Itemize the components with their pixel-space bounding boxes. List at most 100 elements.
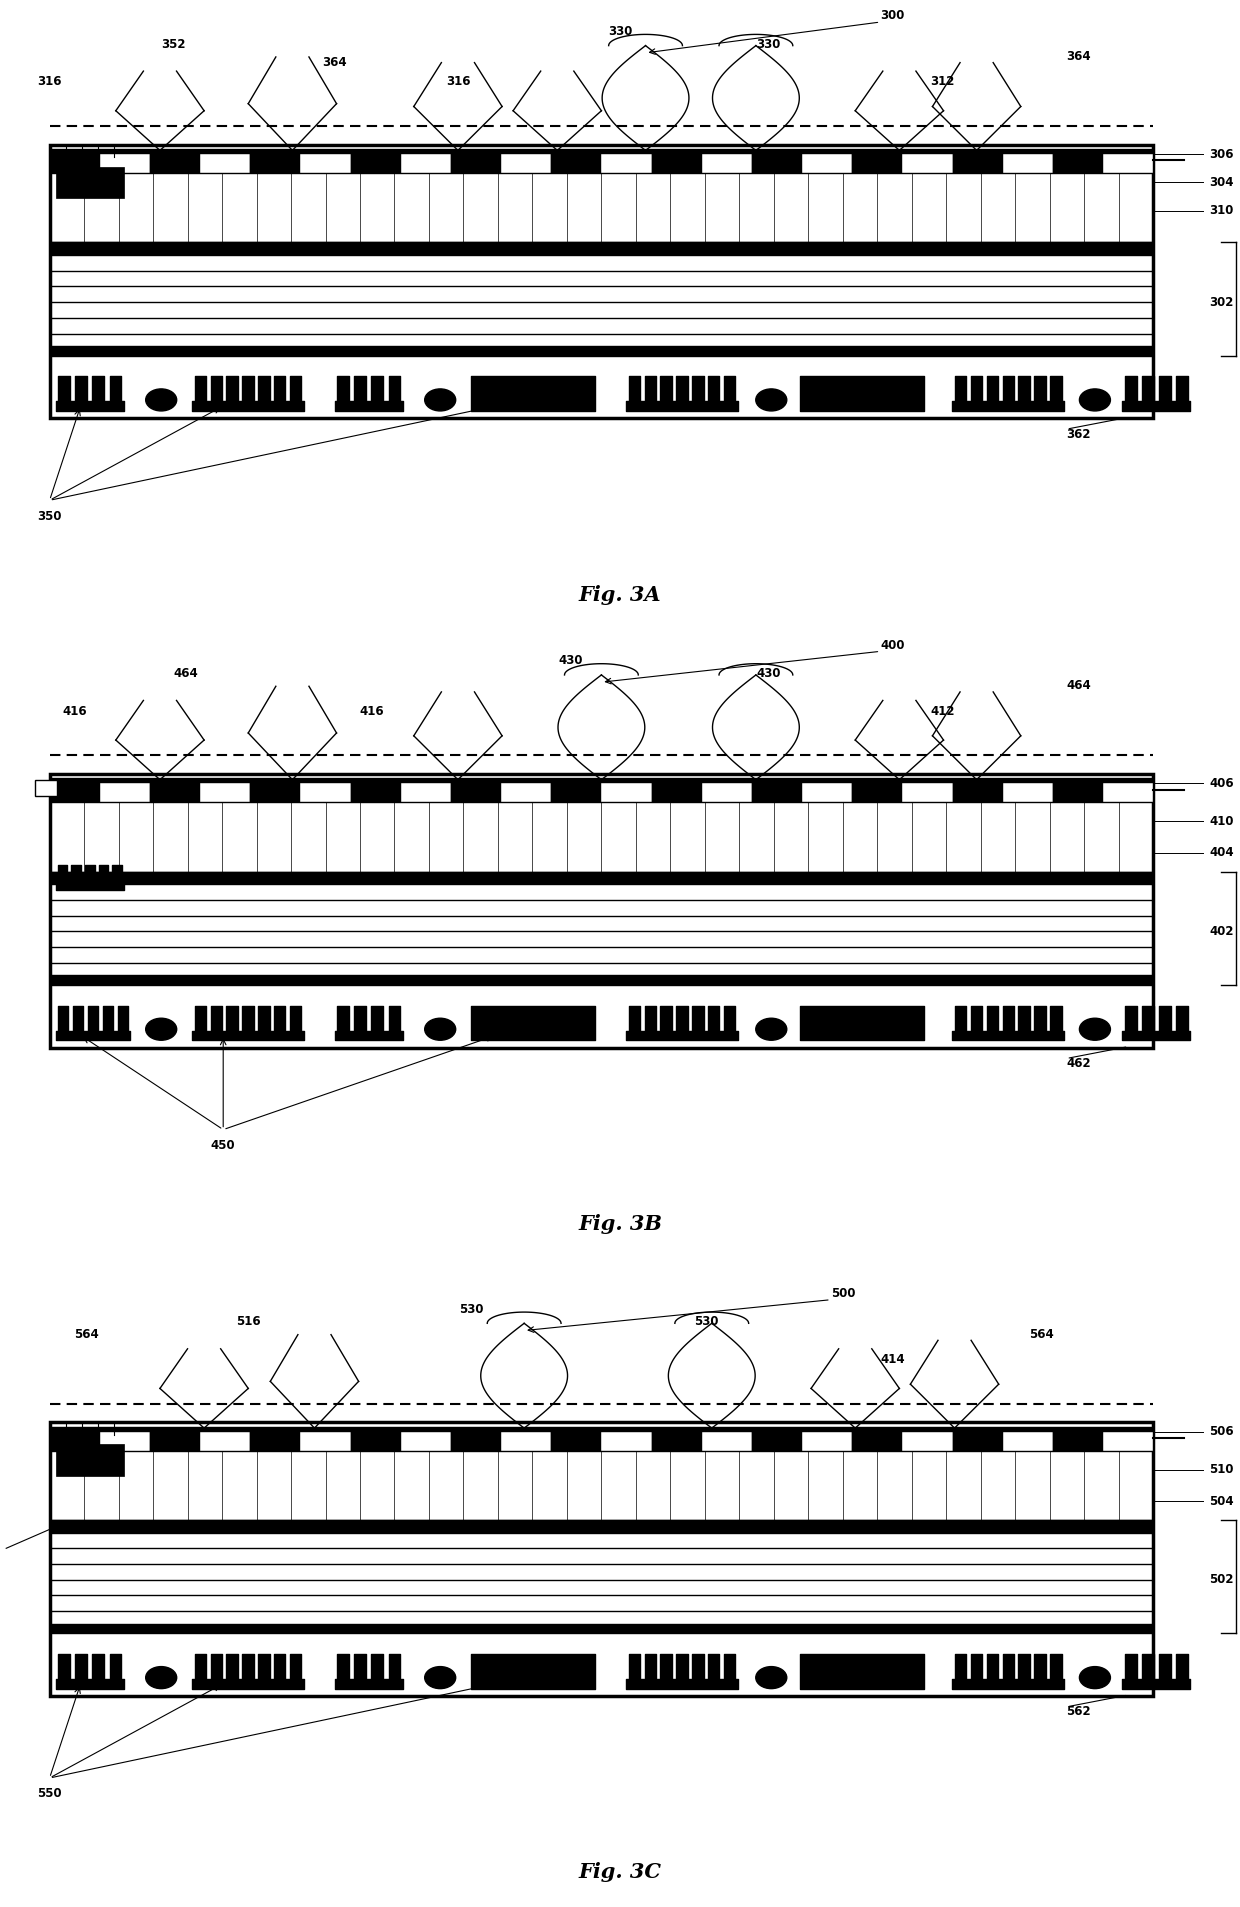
Text: 464: 464	[174, 667, 198, 681]
Ellipse shape	[1079, 1667, 1111, 1688]
Ellipse shape	[146, 1018, 177, 1039]
Bar	[1053, 784, 1104, 803]
Bar	[99, 1432, 150, 1451]
Bar	[250, 1432, 300, 1451]
Bar	[200, 1432, 250, 1451]
Text: 312: 312	[930, 74, 955, 88]
Bar	[552, 154, 601, 174]
Text: Fig. 3A: Fig. 3A	[579, 585, 661, 605]
Ellipse shape	[1079, 1018, 1111, 1039]
Bar	[50, 145, 1153, 418]
Bar	[952, 1432, 1003, 1451]
Bar	[200, 154, 250, 174]
Bar	[50, 154, 99, 174]
Bar	[751, 784, 802, 803]
Bar	[751, 1432, 802, 1451]
Bar	[351, 784, 401, 803]
Text: 530: 530	[694, 1316, 719, 1329]
Bar	[501, 784, 552, 803]
Bar	[401, 154, 451, 174]
Bar	[56, 166, 124, 198]
Text: 516: 516	[236, 1316, 260, 1329]
Bar	[852, 1432, 903, 1451]
Bar	[1104, 784, 1153, 803]
Bar	[50, 1432, 99, 1451]
Bar	[651, 1432, 702, 1451]
Bar	[1003, 154, 1053, 174]
Text: 562: 562	[1066, 1705, 1091, 1718]
Text: Fig. 3C: Fig. 3C	[579, 1863, 661, 1882]
Text: 530: 530	[459, 1302, 484, 1316]
Bar	[1003, 1432, 1053, 1451]
Bar	[300, 154, 351, 174]
Text: 330: 330	[608, 25, 632, 38]
Bar	[451, 784, 501, 803]
Bar	[50, 784, 99, 803]
Text: 462: 462	[1066, 1056, 1091, 1070]
Bar	[1053, 154, 1104, 174]
Bar	[952, 154, 1003, 174]
Bar	[651, 154, 702, 174]
Text: 350: 350	[37, 509, 62, 523]
Ellipse shape	[146, 1667, 177, 1688]
Text: 504: 504	[1209, 1495, 1234, 1508]
Bar	[150, 1432, 200, 1451]
Ellipse shape	[424, 1018, 456, 1039]
Bar	[702, 1432, 751, 1451]
Text: 502: 502	[1209, 1573, 1234, 1587]
Text: 316: 316	[446, 74, 471, 88]
Bar	[552, 784, 601, 803]
Text: 430: 430	[558, 654, 583, 667]
Text: 450: 450	[211, 1138, 236, 1152]
Bar	[501, 154, 552, 174]
Text: 410: 410	[1209, 814, 1234, 828]
Bar	[300, 784, 351, 803]
Ellipse shape	[424, 1667, 456, 1688]
Text: 302: 302	[1209, 296, 1234, 309]
Text: 414: 414	[880, 1352, 905, 1365]
Text: 564: 564	[1029, 1327, 1054, 1341]
Text: 310: 310	[1209, 204, 1234, 217]
Bar	[35, 780, 57, 795]
Text: 464: 464	[1066, 679, 1091, 692]
Bar	[351, 154, 401, 174]
Bar	[401, 1432, 451, 1451]
Bar	[451, 1432, 501, 1451]
Text: 406: 406	[1209, 776, 1234, 789]
Bar	[601, 154, 651, 174]
Ellipse shape	[755, 389, 786, 410]
Text: 300: 300	[880, 10, 905, 23]
Text: 550: 550	[37, 1787, 62, 1800]
Bar	[451, 154, 501, 174]
Ellipse shape	[424, 389, 456, 410]
Bar	[952, 784, 1003, 803]
Text: 400: 400	[880, 639, 905, 652]
Bar	[501, 1432, 552, 1451]
Text: 352: 352	[161, 38, 186, 51]
Text: 430: 430	[756, 667, 781, 681]
Text: Fig. 3B: Fig. 3B	[578, 1215, 662, 1234]
Bar	[56, 1444, 124, 1476]
Bar	[150, 784, 200, 803]
Bar	[702, 784, 751, 803]
Bar	[50, 774, 1153, 1047]
Text: 364: 364	[322, 57, 347, 69]
Text: 500: 500	[831, 1287, 856, 1301]
Text: 564: 564	[74, 1327, 99, 1341]
Text: 412: 412	[930, 704, 955, 717]
Text: 416: 416	[62, 704, 87, 717]
Text: 306: 306	[1209, 147, 1234, 160]
Bar	[651, 784, 702, 803]
Bar	[351, 1432, 401, 1451]
Bar	[1104, 154, 1153, 174]
Bar	[802, 1432, 852, 1451]
Ellipse shape	[755, 1018, 786, 1039]
Bar	[751, 154, 802, 174]
Bar	[903, 1432, 952, 1451]
Bar	[99, 784, 150, 803]
Text: 402: 402	[1209, 925, 1234, 938]
Text: 362: 362	[1066, 427, 1091, 441]
Bar	[601, 784, 651, 803]
Bar	[1104, 1432, 1153, 1451]
Ellipse shape	[755, 1667, 786, 1688]
